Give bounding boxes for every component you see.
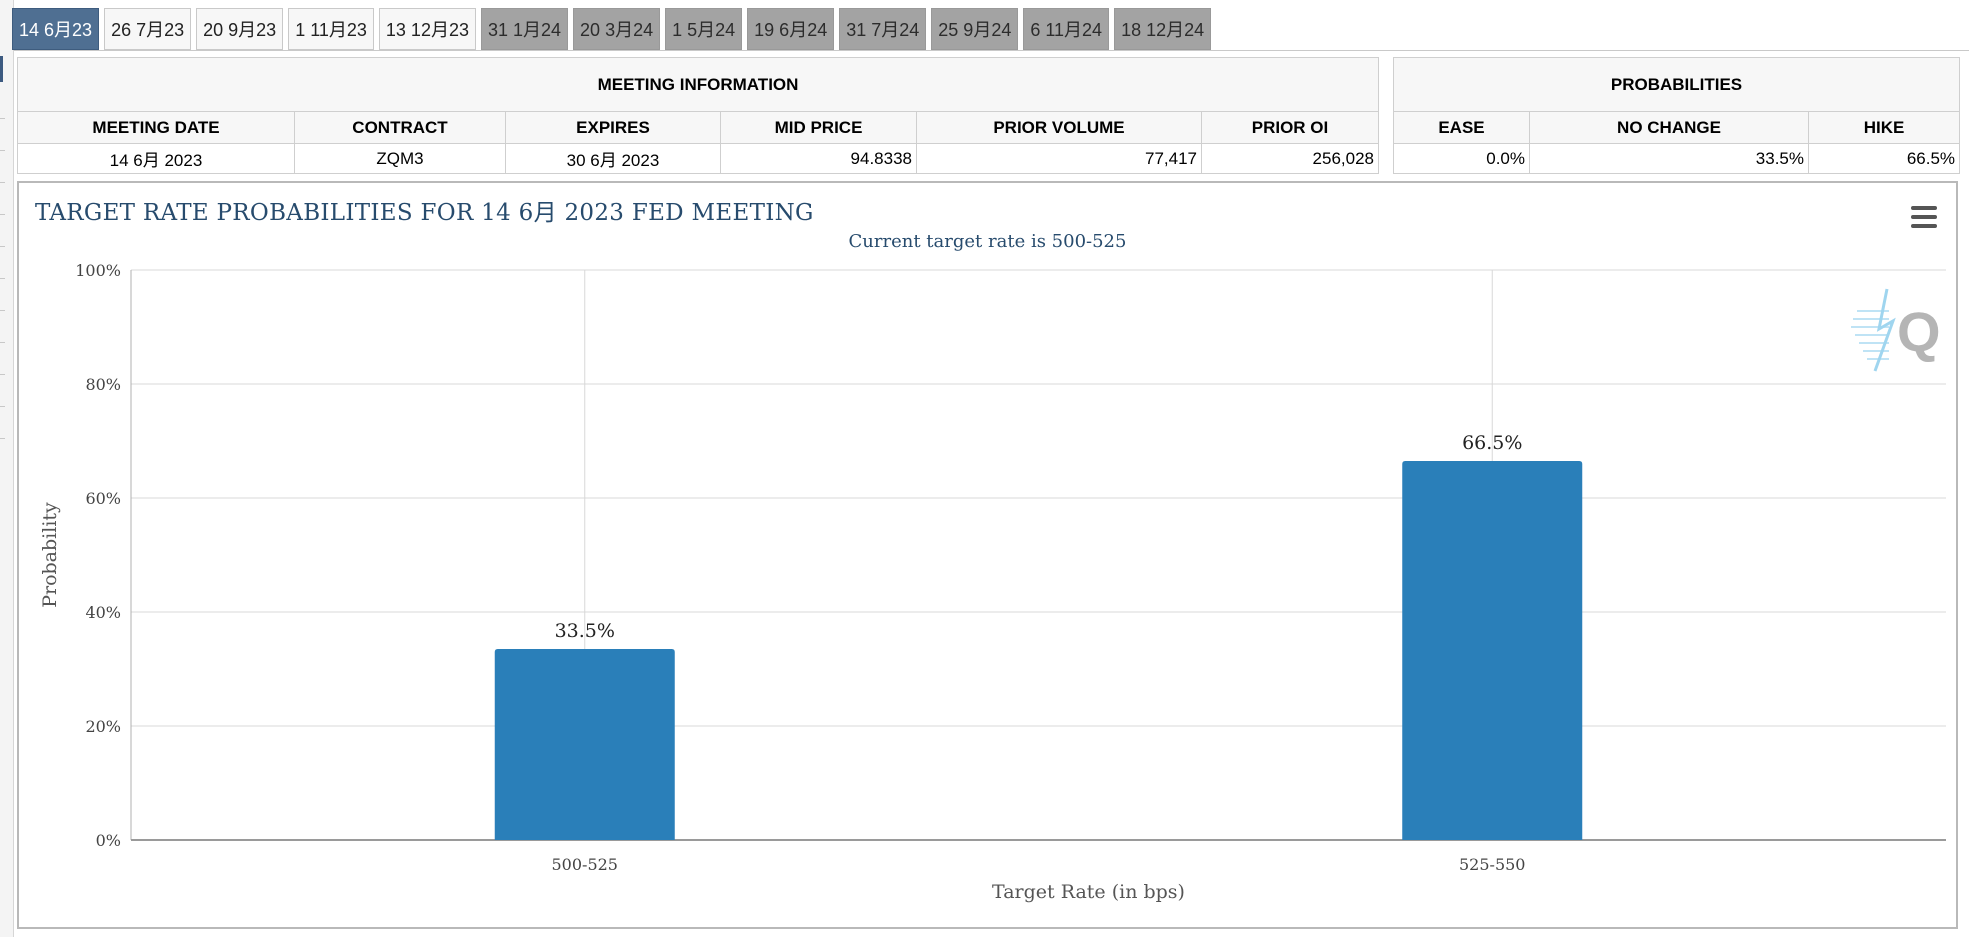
probabilities-title: PROBABILITIES [1392,57,1961,112]
tab-6[interactable]: 20 3月24 [573,8,661,50]
meeting-information-table: MEETING INFORMATION MEETING DATE CONTRAC… [17,57,1379,174]
ease-value: 0.0% [1393,143,1530,174]
contract-value: ZQM3 [294,143,506,174]
hike-header: HIKE [1807,111,1961,144]
edge-tick [0,182,5,183]
target-rate-chart-panel: 0% 20% 40% 60% 80% 100% 33.5% 500-525 66.5% 525-5… [17,181,1958,929]
bar-525-550 [1402,460,1583,840]
left-edge-marker [0,56,3,82]
mid-price-value: 94.8338 [720,143,917,174]
tab-9[interactable]: 31 7月24 [839,8,927,50]
tab-3[interactable]: 1 11月23 [288,8,374,50]
quikstrike-logo-icon: Q [1851,288,1941,372]
prior-oi-header: PRIOR OI [1201,111,1379,144]
no-change-header: NO CHANGE [1529,111,1809,144]
chart-title: TARGET RATE PROBABILITIES FOR 14 6月 2023… [35,200,814,226]
edge-tick [0,406,5,407]
prior-oi-value: 256,028 [1201,143,1379,174]
edge-tick [0,374,5,375]
contract-header: CONTRACT [294,111,506,144]
y-tick-label: 80% [85,375,121,394]
y-tick-label: 0% [96,831,121,850]
no-change-value: 33.5% [1529,143,1809,174]
x-axis-title: Target Rate (in bps) [992,881,1185,903]
meeting-date-value: 14 6月 2023 [17,143,295,174]
x-tick-label: 525-550 [1459,855,1525,874]
edge-tick [0,246,5,247]
y-tick-label: 20% [85,717,121,736]
hike-value: 66.5% [1807,143,1961,174]
meeting-date-tabs: 14 6月23 26 7月23 20 9月23 1 11月23 13 12月23 31 1… [12,8,1212,50]
prior-volume-header: PRIOR VOLUME [916,111,1202,144]
edge-tick [0,438,5,439]
tab-10[interactable]: 25 9月24 [931,8,1019,50]
tab-0[interactable]: 14 6月23 [12,8,100,50]
y-tick-label: 100% [75,261,121,280]
data-label: 33.5% [555,620,615,642]
edge-tick [0,278,5,279]
mid-price-header: MID PRICE [720,111,917,144]
y-axis-title: Probability [39,502,61,608]
edge-tick [0,342,5,343]
y-tick-label: 40% [85,603,121,622]
tab-11[interactable]: 6 11月24 [1023,8,1110,50]
meeting-information-title: MEETING INFORMATION [17,57,1379,112]
y-tick-label: 60% [85,489,121,508]
tab-12[interactable]: 18 12月24 [1114,8,1212,50]
svg-text:Q: Q [1897,300,1941,363]
expires-value: 30 6月 2023 [505,143,721,174]
chart-menu-icon[interactable] [1911,206,1937,228]
expires-header: EXPIRES [505,111,721,144]
data-label: 66.5% [1462,432,1522,454]
x-tick-label: 500-525 [552,855,618,874]
edge-tick [0,214,5,215]
tab-4[interactable]: 13 12月23 [378,8,476,50]
edge-tick [0,310,5,311]
tab-2[interactable]: 20 9月23 [196,8,284,50]
ease-header: EASE [1393,111,1530,144]
edge-tick [0,150,5,151]
meeting-date-header: MEETING DATE [17,111,295,144]
tab-1[interactable]: 26 7月23 [104,8,192,50]
prior-volume-value: 77,417 [916,143,1202,174]
edge-tick [0,118,5,119]
chart-subtitle: Current target rate is 500-525 [848,231,1127,252]
bar-500-525 [494,649,675,840]
tabs-divider [14,50,1969,51]
bar-chart: 0% 20% 40% 60% 80% 100% 33.5% 500-525 66.5% 525-5… [39,261,1946,903]
tab-8[interactable]: 19 6月24 [747,8,835,50]
probabilities-table: PROBABILITIES EASE NO CHANGE HIKE 0.0% 3… [1392,57,1961,174]
tab-7[interactable]: 1 5月24 [665,8,743,50]
tab-5[interactable]: 31 1月24 [480,8,569,50]
left-edge-strip [0,0,14,937]
